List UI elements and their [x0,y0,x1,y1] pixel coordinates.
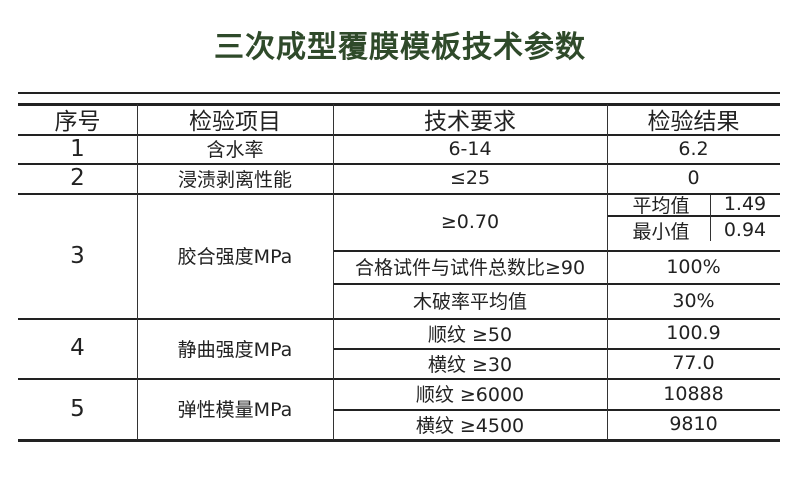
row-result: 9810 [669,413,718,435]
row-result: 0 [687,167,700,189]
row-requirement: 木破率平均值 [412,291,527,313]
result-label: 平均值 [632,194,690,217]
row-no: 2 [70,165,85,191]
row-no: 4 [70,335,85,361]
row-requirement: 顺纹 ≥6000 [415,384,525,406]
row-result: 77.0 [672,352,715,374]
result-label: 最小值 [632,220,690,243]
header-requirement: 技术要求 [424,109,516,135]
row-requirement: 横纹 ≥30 [427,353,513,376]
row-requirement: ≥0.70 [440,210,500,233]
row-requirement: ≤25 [449,167,491,189]
row-result: 30% [672,289,715,312]
result-value: 0.94 [723,219,767,241]
row-item: 弹性模量MPa [177,399,293,421]
result-value: 1.49 [723,193,767,215]
header-result: 检验结果 [647,109,740,135]
row-requirement: 6-14 [448,137,492,160]
row-result: 100% [666,255,721,278]
row-item: 胶合强度MPa [177,246,293,268]
row-item: 浸渍剥离性能 [177,168,292,191]
row-no: 3 [70,242,85,269]
row-result: 10888 [663,382,724,405]
row-item: 静曲强度MPa [177,338,293,361]
row-no: 5 [70,395,85,422]
row-item: 含水率 [206,139,264,161]
page-title: 三次成型覆膜模板技术参数 [214,30,586,65]
row-requirement: 横纹 ≥4500 [415,414,525,437]
row-no: 1 [70,135,85,162]
header-item: 检验项目 [189,109,281,135]
row-requirement: 顺纹 ≥50 [427,323,513,346]
header-no: 序号 [54,109,101,135]
row-result: 100.9 [666,322,721,344]
row-result: 6.2 [678,137,709,160]
row-requirement: 合格试件与试件总数比≥90 [354,257,586,279]
